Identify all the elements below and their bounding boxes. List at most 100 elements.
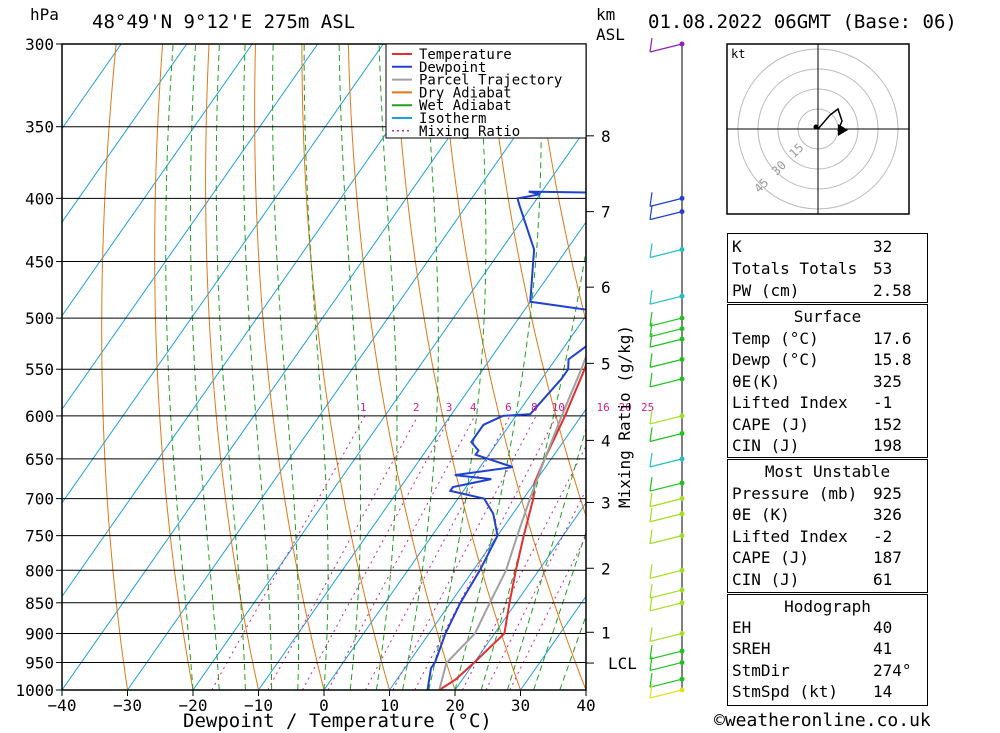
pressure-tick-label: 600 [25,407,54,426]
isotherm-line [258,221,586,690]
index-label: PW (cm) [732,281,800,300]
pressure-tick-label: 900 [25,624,54,643]
wind-barb [649,338,683,348]
wind-barb [649,482,683,492]
wind-barb-feather [649,192,653,207]
index-label: Totals Totals [732,259,858,278]
wind-level-dot [679,413,685,419]
most-unstable-row: Pressure (mb) 925 [732,484,902,503]
wind-level-dot [679,587,685,593]
most-unstable-row: θE (K) 326 [732,505,902,524]
wind-level-dot [679,315,685,321]
isotherm-line [62,44,188,224]
wind-barb-feather [649,683,653,699]
legend-box [385,43,587,139]
temperature-tick-label: −20 [179,696,208,715]
wind-barb-feather [649,427,653,442]
temperature-tick-label: 20 [445,696,464,715]
wind-barb [649,589,683,599]
wind-level-dot [679,376,685,382]
wet-adiabat-line [272,44,300,690]
height-tick-label: 3 [601,493,611,512]
wind-level-dot [679,480,685,486]
mixing-ratio-label: 20 [619,401,632,414]
surface-row: CIN (J) 198 [732,436,902,455]
mixing-ratio-line [392,415,537,690]
km-label: km [596,5,615,24]
wind-barb-feather [649,290,653,305]
pressure-tick-label: 1000 [15,681,54,700]
pressure-tick-label: 300 [25,35,54,54]
index-value: 2.58 [873,281,912,300]
wind-barb [649,498,683,508]
wind-barb-feather [649,507,653,522]
wet-adiabat-line [215,44,246,690]
wind-level-dot [679,326,685,332]
surface-row: CAPE (J) 152 [732,415,902,434]
temperature-tick-label: −30 [113,696,142,715]
hodograph-unit-label: kt [731,47,745,61]
mixing-ratio-label: 25 [641,401,654,414]
wind-barb [649,678,683,688]
datetime-label: 01.08.2022 06GMT (Base: 06) [648,11,957,33]
legend-label: Mixing Ratio [419,124,520,140]
temperature-tick-label: 10 [380,696,399,715]
index-row: PW (cm) 2.58 [732,280,923,302]
surface-row: Temp (°C) 17.6 [732,329,912,348]
indices-table: K 32 Totals Totals 53 PW (cm) 2.58 [727,233,928,303]
wind-level-dot [679,195,685,201]
wind-barb-feather [649,322,653,337]
height-tick-label: 8 [601,127,611,146]
surface-title: Surface [793,307,862,326]
copyright-link[interactable]: ©weatheronline.co.uk [714,710,931,731]
wind-barb-feather [649,596,653,611]
wet-adiabat-line [559,614,586,690]
height-tick-label: 6 [601,278,611,297]
pressure-tick-label: 650 [25,450,54,469]
surface-table: Surface Temp (°C) 17.6 Dewp (°C) 15.8 θE(K… [727,304,928,458]
wind-level-dot [679,687,685,693]
wind-profile [649,37,685,699]
height-tick-label: 7 [601,203,611,222]
wind-level-dot [679,293,685,299]
wet-adiabat-line [338,44,362,690]
x-axis-label: Dewpoint / Temperature (°C) [183,710,492,732]
wind-barb-feather [649,583,653,599]
wind-barb [649,602,683,612]
hodograph-row: StmSpd (kt) 14 [732,682,893,701]
wind-barb [649,513,683,523]
pressure-tick-label: 750 [25,527,54,546]
hodograph-table: Hodograph EH 40 SREH 41 StmDir 274° StmSpd … [727,594,928,706]
pressure-tick-label: 700 [25,490,54,509]
isotherm-line [454,501,586,690]
pressure-tick-label: 500 [25,309,54,328]
height-tick-label: 4 [601,431,611,450]
mixing-ratio-line [267,415,419,690]
dry-adiabat-line [254,44,325,690]
axis-ticks: 3003504004505005506006507007508008509009… [15,35,636,715]
mixing-ratio-axis-label: Mixing Ratio (g/kg) [615,325,634,508]
surface-row: Dewp (°C) 15.8 [732,350,912,369]
pressure-tick-label: 950 [25,653,54,672]
wind-level-dot [679,600,685,606]
legend-label: Dry Adiabat [419,85,512,101]
most-unstable-row: Lifted Index -2 [732,527,893,546]
temperature-tick-label: 30 [511,696,530,715]
location-title: 48°49'N 9°12'E 275m ASL [92,11,355,33]
wind-barb [649,632,683,643]
pressure-tick-label: 800 [25,561,54,580]
mixing-ratio-line [211,415,366,690]
isotherm-line [62,44,515,690]
wind-barb-feather [649,333,653,348]
temperature-tick-label: −40 [48,696,77,715]
legend-label: Parcel Trajectory [419,73,562,89]
height-tick-label: 1 [601,623,611,642]
wind-barb-feather [649,205,653,220]
data-series [426,190,586,690]
wind-level-dot [679,648,685,654]
dry-adiabat-line [154,44,194,690]
wind-barb [649,328,683,338]
surface-row: θE(K) 325 [732,372,902,391]
